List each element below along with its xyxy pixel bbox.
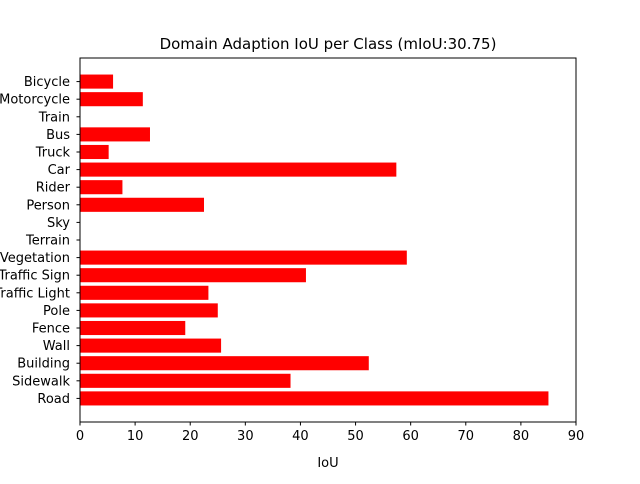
y-tick-label-traffic-sign: Traffic Sign <box>0 269 70 284</box>
y-tick-label-road: Road <box>37 392 70 407</box>
bar-road <box>80 391 549 406</box>
bar-motorcycle <box>80 92 143 107</box>
x-tick-label-20: 20 <box>182 429 199 444</box>
bars-group <box>80 74 549 406</box>
bar-vegetation <box>80 250 407 265</box>
bar-bus <box>80 127 150 142</box>
y-tick-label-bus: Bus <box>46 128 70 143</box>
x-axis-title: IoU <box>317 456 338 471</box>
y-tick-label-building: Building <box>17 357 70 372</box>
x-tick-label-60: 60 <box>402 429 419 444</box>
x-axis: 0 10 20 30 40 50 60 70 80 90 <box>76 422 584 444</box>
bar-person <box>80 197 204 212</box>
bar-fence <box>80 320 186 336</box>
y-tick-label-traffic-light: Traffic Light <box>0 286 70 301</box>
bar-wall <box>80 338 222 353</box>
y-tick-label-sidewalk: Sidewalk <box>12 374 70 389</box>
bar-traffic-sign <box>80 268 306 283</box>
bar-building <box>80 356 369 371</box>
y-tick-label-sky: Sky <box>47 216 70 231</box>
x-tick-label-40: 40 <box>292 429 309 444</box>
bar-traffic-light <box>80 285 209 300</box>
y-tick-label-terrain: Terrain <box>25 234 70 249</box>
bar-bicycle <box>80 74 114 89</box>
bar-rider <box>80 180 123 195</box>
bar-pole <box>80 303 218 318</box>
bar-truck <box>80 144 109 160</box>
x-tick-label-70: 70 <box>458 429 475 444</box>
y-tick-label-motorcycle: Motorcycle <box>0 93 70 108</box>
x-tick-label-10: 10 <box>127 429 144 444</box>
chart-title: Domain Adaption IoU per Class (mIoU:30.7… <box>160 35 497 53</box>
y-tick-label-car: Car <box>48 163 71 178</box>
y-tick-label-vegetation: Vegetation <box>0 251 70 266</box>
y-tick-label-train: Train <box>38 110 70 125</box>
y-tick-label-wall: Wall <box>43 339 70 354</box>
x-tick-label-30: 30 <box>237 429 254 444</box>
y-tick-label-bicycle: Bicycle <box>24 75 70 90</box>
x-tick-label-90: 90 <box>568 429 585 444</box>
bar-car <box>80 162 397 177</box>
y-tick-label-person: Person <box>26 198 70 213</box>
y-tick-label-rider: Rider <box>36 181 71 196</box>
x-tick-label-50: 50 <box>347 429 364 444</box>
x-tick-label-80: 80 <box>513 429 530 444</box>
y-axis: Road Sidewalk Building Wall Fence Pole Traffic… <box>0 75 80 407</box>
x-tick-label-0: 0 <box>76 429 84 444</box>
y-tick-label-truck: Truck <box>35 145 71 160</box>
bar-sidewalk <box>80 373 291 388</box>
y-tick-label-pole: Pole <box>43 304 70 319</box>
y-tick-label-fence: Fence <box>32 322 70 337</box>
